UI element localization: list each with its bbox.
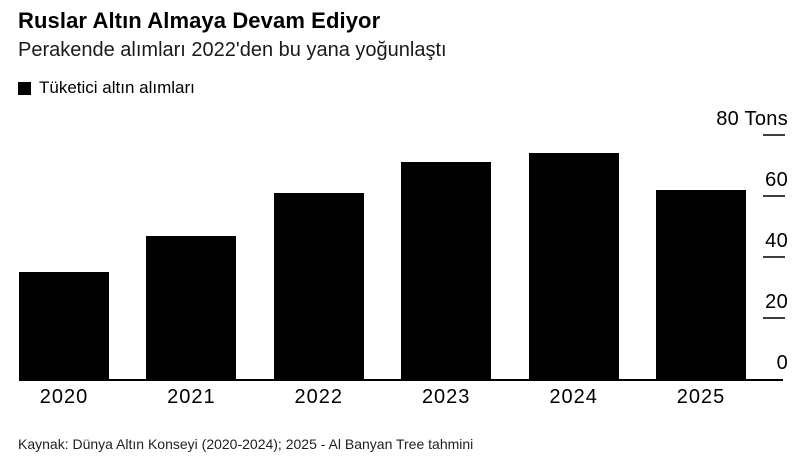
y-axis-label-20: 20 [765,291,788,313]
x-axis-label-2022: 2022 [294,386,344,408]
x-axis-label-2021: 2021 [167,386,216,408]
y-axis-tick-20 [763,317,785,319]
y-axis-tick-40 [763,256,785,258]
y-axis-label-0: 0 [776,352,788,374]
x-axis-label-2024: 2024 [549,386,598,408]
y-axis-tick-60 [763,195,785,197]
source-note: Kaynak: Dünya Altın Konseyi (2020-2024);… [18,436,474,452]
bar-2022 [273,192,364,379]
chart-subtitle: Perakende alımları 2022'den bu yana yoğu… [18,39,447,61]
x-axis-labels: 2020 2021 2022 2023 2024 2025 [19,386,746,410]
legend: Tüketici altın alımları [18,78,195,98]
x-axis-label-2023: 2023 [421,386,471,408]
bar-2020 [19,272,109,379]
y-axis: 0 20 40 60 80 Tons [708,108,788,379]
plot-area [19,135,746,379]
bar-2023 [401,162,492,379]
chart-title: Ruslar Altın Almaya Devam Ediyor [18,8,381,33]
y-axis-label-60: 60 [765,169,788,191]
legend-label: Tüketici altın alımları [39,78,195,97]
y-axis-label-40: 40 [765,230,788,252]
x-axis-line [19,379,783,381]
y-axis-tick-80 [763,134,785,136]
x-axis-label-2020: 2020 [39,386,89,408]
y-axis-label-80: 80 Tons [716,108,788,130]
bar-2021 [146,235,237,379]
legend-swatch-icon [18,81,31,95]
x-axis-label-2025: 2025 [676,386,726,408]
bar-2025 [656,189,746,379]
bar-2024 [528,153,619,379]
